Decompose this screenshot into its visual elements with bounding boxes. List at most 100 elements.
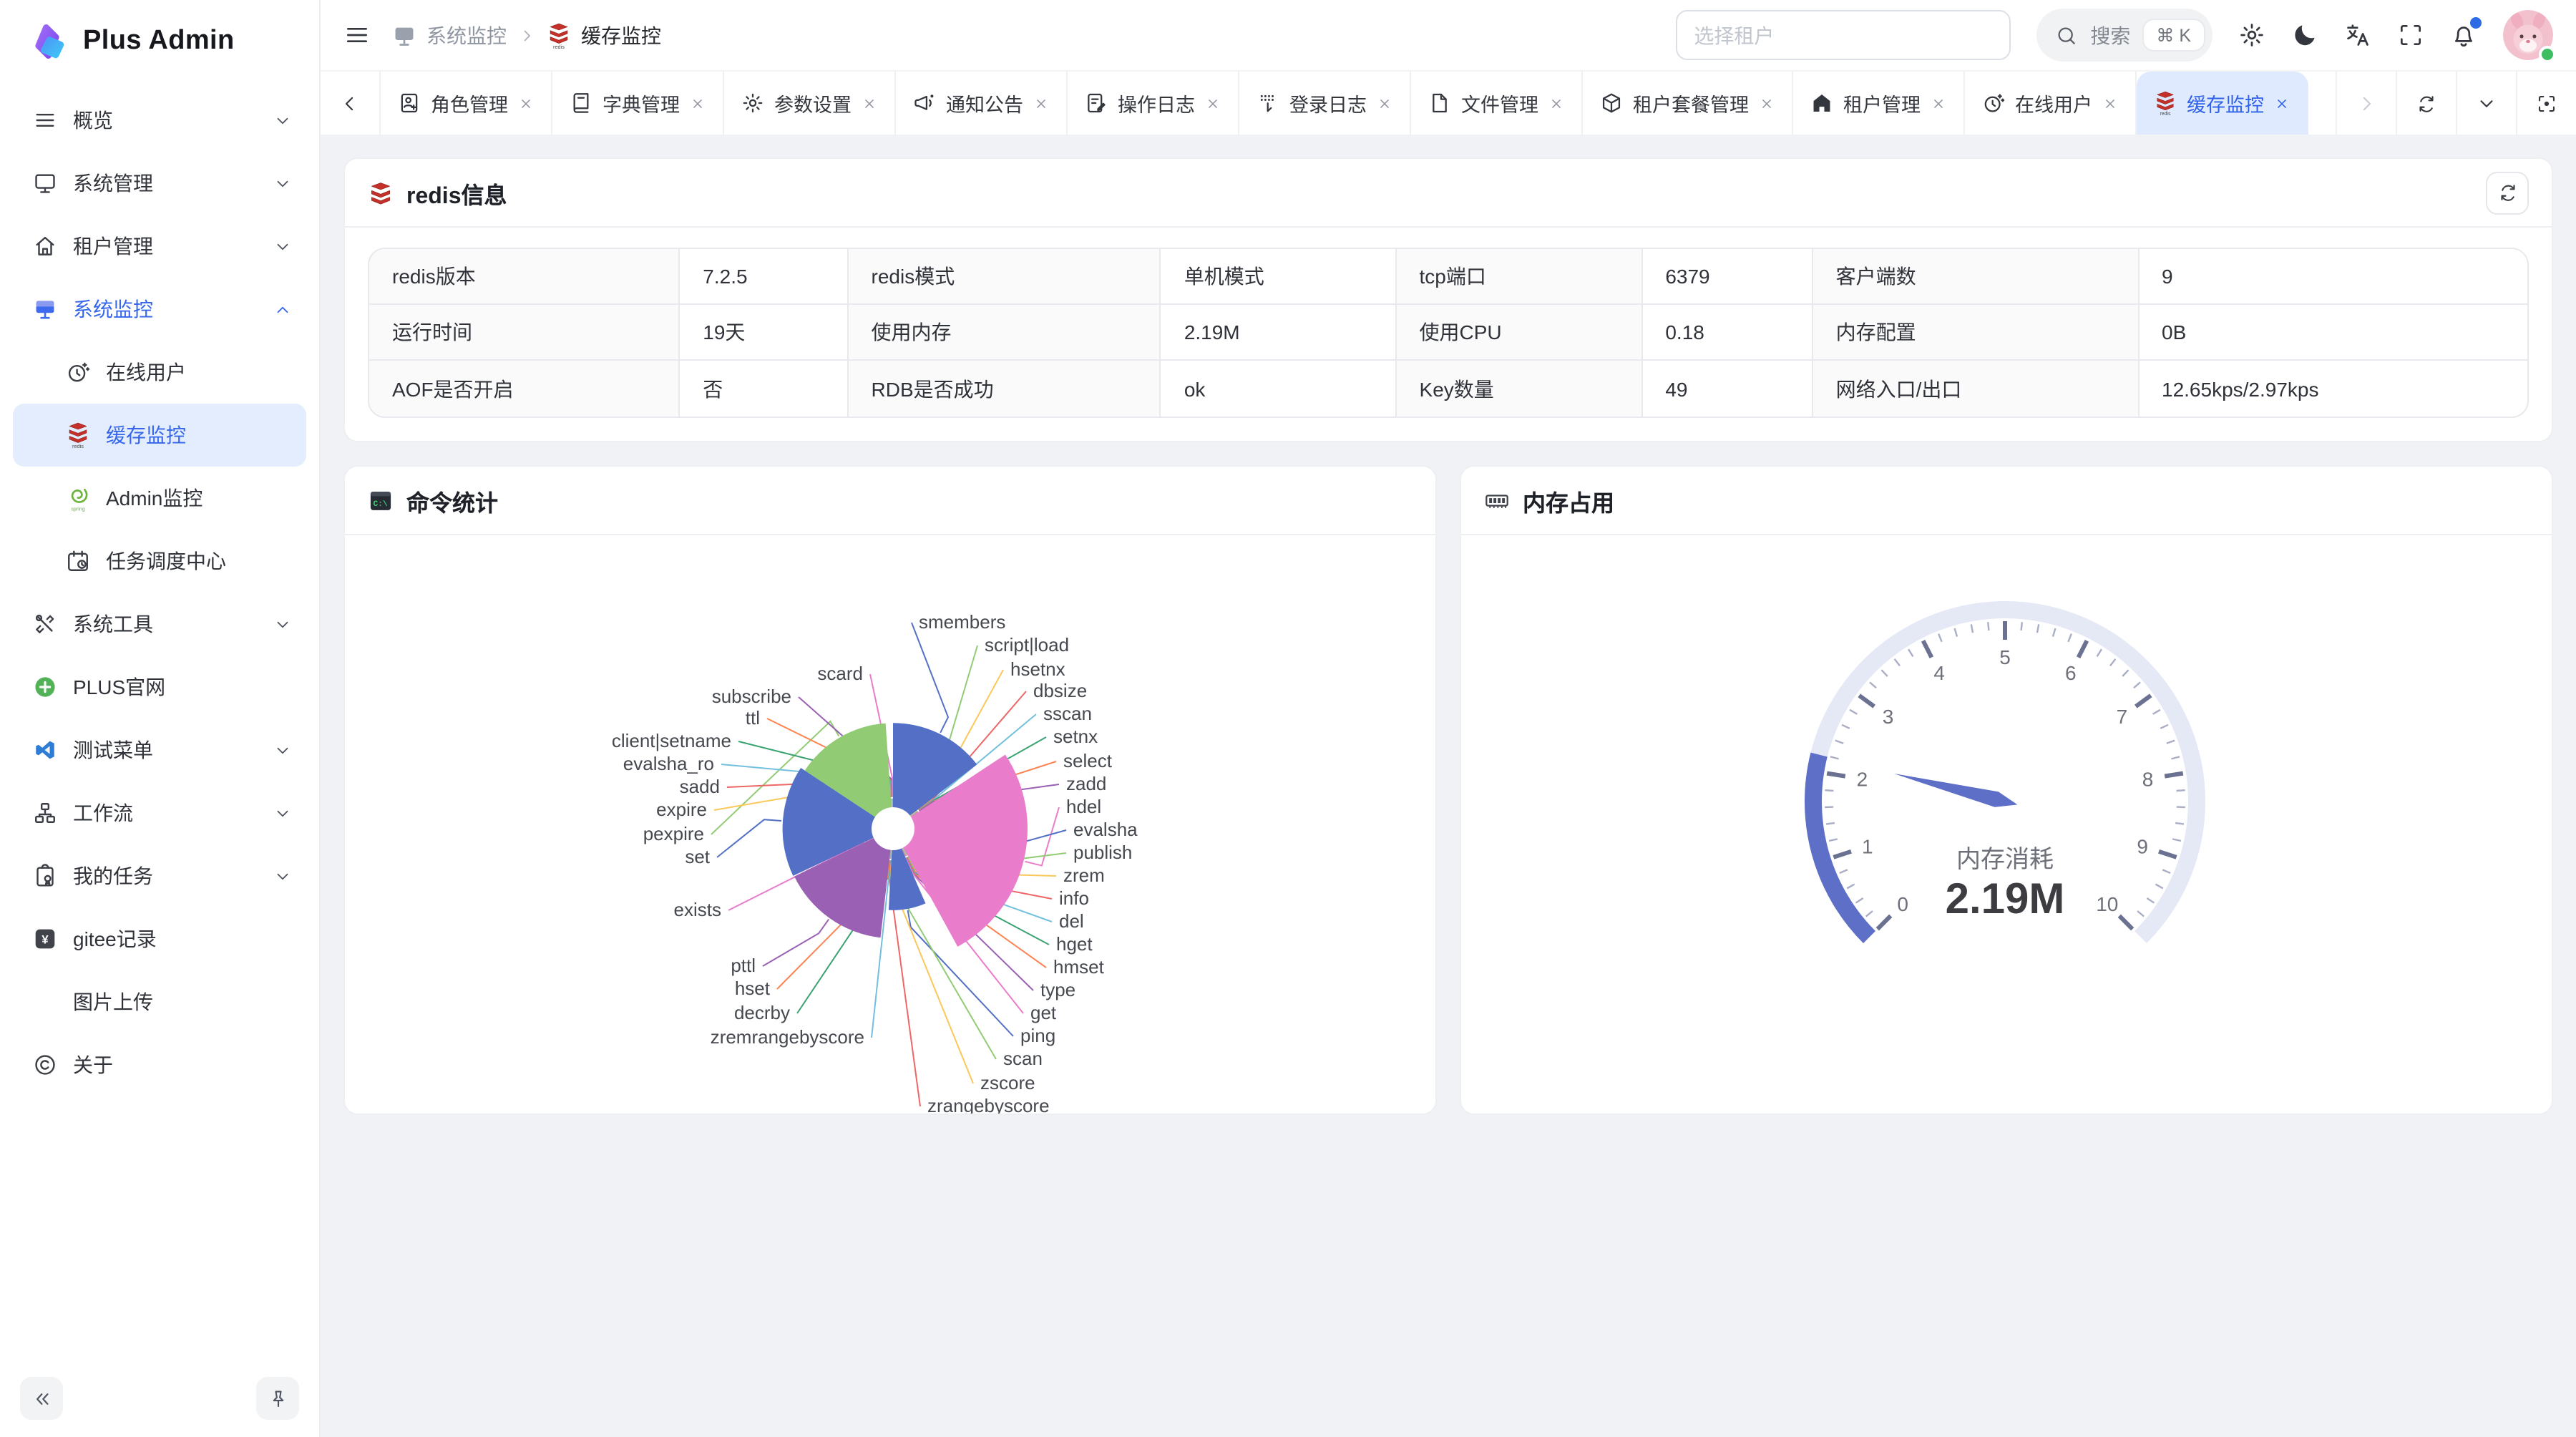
svg-text:7: 7	[2117, 706, 2128, 728]
tab-dict-mgmt[interactable]: 字典管理	[552, 72, 724, 135]
close-icon[interactable]	[2274, 95, 2290, 111]
close-icon[interactable]	[1548, 95, 1564, 111]
locale-button[interactable]	[2344, 21, 2371, 49]
breadcrumb: 系统监控 redis 缓存监控	[392, 21, 661, 49]
settings-button[interactable]	[2238, 21, 2265, 49]
sidebar-item-plus-site[interactable]: PLUS官网	[13, 656, 306, 718]
close-icon[interactable]	[2102, 95, 2118, 111]
search-button[interactable]: 搜索 ⌘ K	[2036, 9, 2212, 62]
svg-text:smembers: smembers	[919, 611, 1005, 633]
tab-label: 参数设置	[774, 94, 852, 116]
sidebar-item-my-tasks[interactable]: 我的任务	[13, 844, 306, 907]
sidebar-item-label: 概览	[73, 109, 113, 132]
svg-text:select: select	[1063, 750, 1113, 771]
close-icon[interactable]	[1377, 95, 1392, 111]
menu-toggle-button[interactable]	[343, 21, 371, 49]
svg-text:pttl: pttl	[731, 955, 756, 976]
sidebar-item-gitee-log[interactable]: ¥ gitee记录	[13, 907, 306, 970]
sidebar-item-about[interactable]: 关于	[13, 1033, 306, 1096]
info-value-cell: 否	[680, 361, 849, 417]
svg-text:del: del	[1059, 910, 1084, 932]
tab-tenant-package-mgmt[interactable]: 租户套餐管理	[1583, 72, 1793, 135]
chevron-left-icon	[339, 92, 361, 114]
sidebar-item-image-upload[interactable]: 图片上传	[13, 970, 306, 1033]
redis-refresh-button[interactable]	[2486, 171, 2529, 214]
sidebar-item-workflow[interactable]: 工作流	[13, 781, 306, 844]
svg-text:9: 9	[2137, 835, 2148, 857]
pin-icon	[267, 1388, 288, 1409]
svg-text:ttl: ttl	[746, 707, 760, 729]
close-icon[interactable]	[1931, 95, 1946, 111]
close-icon[interactable]	[862, 95, 877, 111]
close-icon[interactable]	[1033, 95, 1049, 111]
svg-text:pexpire: pexpire	[643, 823, 704, 844]
redis-icon: redis	[547, 21, 571, 49]
close-icon[interactable]	[690, 95, 706, 111]
notifications-button[interactable]	[2450, 17, 2482, 49]
sidebar-item-overview[interactable]: 概览	[13, 89, 306, 152]
home-icon	[33, 232, 57, 260]
chevron-right-icon	[518, 26, 535, 44]
sidebar-item-online-users[interactable]: 在线用户	[13, 341, 306, 404]
tab-op-log[interactable]: 操作日志	[1068, 72, 1239, 135]
sidebar-item-system-monitor[interactable]: 系统监控	[13, 278, 306, 341]
tab-online-users[interactable]: 在线用户	[1965, 72, 2137, 135]
user-avatar[interactable]	[2503, 10, 2556, 63]
tabs-scroll-right-button[interactable]	[2336, 72, 2396, 135]
svg-text:exists: exists	[674, 899, 721, 920]
close-icon[interactable]	[518, 95, 534, 111]
tab-login-log[interactable]: 登录日志	[1239, 72, 1411, 135]
info-label-cell: 使用内存	[848, 305, 1161, 361]
monitor-active-icon	[33, 295, 57, 323]
sidebar-item-system-tools[interactable]: 系统工具	[13, 593, 306, 656]
sidebar-item-test-menu[interactable]: 测试菜单	[13, 718, 306, 781]
svg-text:evalsha_ro: evalsha_ro	[623, 753, 714, 774]
svg-text:setnx: setnx	[1053, 726, 1098, 747]
command-stats-card-header: C:\ 命令统计	[345, 467, 1435, 535]
tab-file-mgmt[interactable]: 文件管理	[1411, 72, 1583, 135]
tab-notice[interactable]: 通知公告	[896, 72, 1068, 135]
content-fullscreen-button[interactable]	[2516, 72, 2576, 135]
brand[interactable]: Plus Admin	[0, 0, 319, 83]
sidebar-pin-button[interactable]	[256, 1377, 299, 1420]
translate-icon	[2344, 21, 2371, 49]
tab-menu-button[interactable]	[2456, 72, 2516, 135]
redis-icon	[368, 178, 394, 207]
sidebar-item-tenant-mgmt[interactable]: 租户管理	[13, 215, 306, 278]
tab-param-settings[interactable]: 参数设置	[724, 72, 896, 135]
svg-text:hsetnx: hsetnx	[1010, 658, 1065, 680]
info-label-cell: redis版本	[369, 249, 680, 305]
sidebar-item-task-scheduler[interactable]: 任务调度中心	[13, 530, 306, 593]
tab-role-mgmt[interactable]: 角色管理	[381, 72, 552, 135]
sidebar-item-system-mgmt[interactable]: 系统管理	[13, 152, 306, 215]
redis-info-table-wrap: redis版本 7.2.5 redis模式 单机模式 tcp端口 6379 客户端数 9 运行时…	[345, 228, 2552, 441]
chevron-down-icon	[273, 615, 292, 633]
tab-tenant-mgmt[interactable]: 租户管理	[1793, 72, 1965, 135]
sidebar-item-admin-monitor[interactable]: spring Admin监控	[13, 467, 306, 530]
breadcrumb-label: 系统监控	[426, 24, 507, 47]
sidebar-collapse-button[interactable]	[20, 1377, 63, 1420]
svg-text:script|load: script|load	[985, 634, 1069, 656]
info-value-cell: 19天	[680, 305, 849, 361]
main-area: 系统监控 redis 缓存监控 搜索 ⌘ K	[321, 0, 2576, 1437]
sidebar-item-label: 系统管理	[73, 172, 153, 195]
sidebar-item-cache-monitor[interactable]: redis 缓存监控	[13, 404, 306, 467]
tab-cache-monitor[interactable]: redis 缓存监控	[2137, 72, 2308, 135]
close-icon[interactable]	[1205, 95, 1221, 111]
info-label-cell: 内存配置	[1813, 305, 2139, 361]
theme-toggle-button[interactable]	[2291, 21, 2318, 49]
tab-refresh-button[interactable]	[2396, 72, 2456, 135]
tab-label: 角色管理	[431, 94, 508, 116]
close-icon[interactable]	[1759, 95, 1775, 111]
sidebar-item-label: 任务调度中心	[106, 550, 226, 573]
breadcrumb-item-system-monitor[interactable]: 系统监控	[392, 21, 507, 49]
info-value-cell: 0B	[2139, 305, 2527, 361]
svg-text:5: 5	[1999, 646, 2011, 668]
tenant-select-input[interactable]	[1675, 10, 2011, 60]
avatar-image	[2503, 10, 2553, 60]
svg-text:publish: publish	[1073, 842, 1132, 863]
tabs-scroll-left-button[interactable]	[321, 72, 381, 135]
breadcrumb-item-cache-monitor[interactable]: redis 缓存监控	[547, 21, 661, 49]
gitee-icon: ¥	[33, 925, 57, 953]
fullscreen-button[interactable]	[2397, 21, 2424, 49]
